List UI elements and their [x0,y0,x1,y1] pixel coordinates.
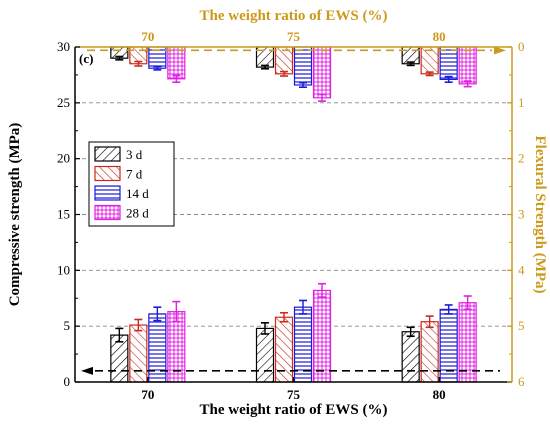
legend-swatch [94,146,121,162]
right-tick-label: 0 [518,39,525,54]
legend-swatch [94,204,121,221]
right-tick-label: 4 [518,262,525,277]
x-axis-title: The weight ratio of EWS (%) [200,402,388,418]
right-tick-label: 1 [518,95,525,110]
labels-layer: 0 5 10 15 20 25 30 0 1 2 3 4 5 6 70 70 75 75 80 80 The weigh… [7,8,548,418]
left-tick-label: 20 [57,151,70,166]
right-y-axis-title: Flexural Strength (MPa) [532,135,548,293]
right-tick-label: 6 [518,374,525,389]
legend-label: 3 d [126,147,143,162]
compressive-bar [129,324,148,383]
legend-swatch [94,185,121,201]
legend-label: 7 d [126,167,143,182]
left-tick-label: 10 [57,262,70,277]
left-tick-label: 0 [64,374,71,389]
bottom-category-label: 70 [141,387,154,402]
top-category-label: 70 [141,29,154,44]
legend-label: 14 d [126,186,149,201]
axes-layer [74,46,513,383]
bottom-category-label: 75 [287,387,301,402]
compressive-bar [420,321,439,383]
top-x-axis-title: The weight ratio of EWS (%) [200,8,388,24]
panel-label: (c) [79,51,93,66]
compressive-bar [312,289,332,383]
right-tick-label: 5 [518,318,525,333]
top-category-label: 80 [433,29,446,44]
flexural-bar [401,46,420,65]
flexural-bar [439,46,458,80]
legend-label: 28 d [126,206,149,221]
compressive-bar [274,316,294,383]
flexural-bar [167,46,186,80]
flexural-bar [293,46,313,86]
compressive-bar [255,327,275,383]
left-tick-label: 15 [57,207,70,222]
right-tick-label: 2 [518,151,525,166]
compressive-bar [401,331,420,383]
legend: 3 d 7 d 14 d 28 d [88,141,175,227]
left-tick-label: 5 [64,318,71,333]
bottom-category-label: 80 [433,387,446,402]
left-axis-arrow-head [81,366,93,375]
right-axis-arrow-head [494,46,506,55]
left-tick-label: 30 [57,39,70,54]
left-y-axis-title: Compressive strength (MPa) [7,123,23,307]
bars-layer [110,46,477,383]
flexural-bar [458,46,477,85]
left-tick-label: 25 [57,95,70,110]
flexural-bar [312,46,332,99]
right-tick-label: 3 [518,207,525,222]
top-category-label: 75 [287,29,301,44]
legend-swatch [94,165,121,182]
compressive-bar [148,313,167,383]
